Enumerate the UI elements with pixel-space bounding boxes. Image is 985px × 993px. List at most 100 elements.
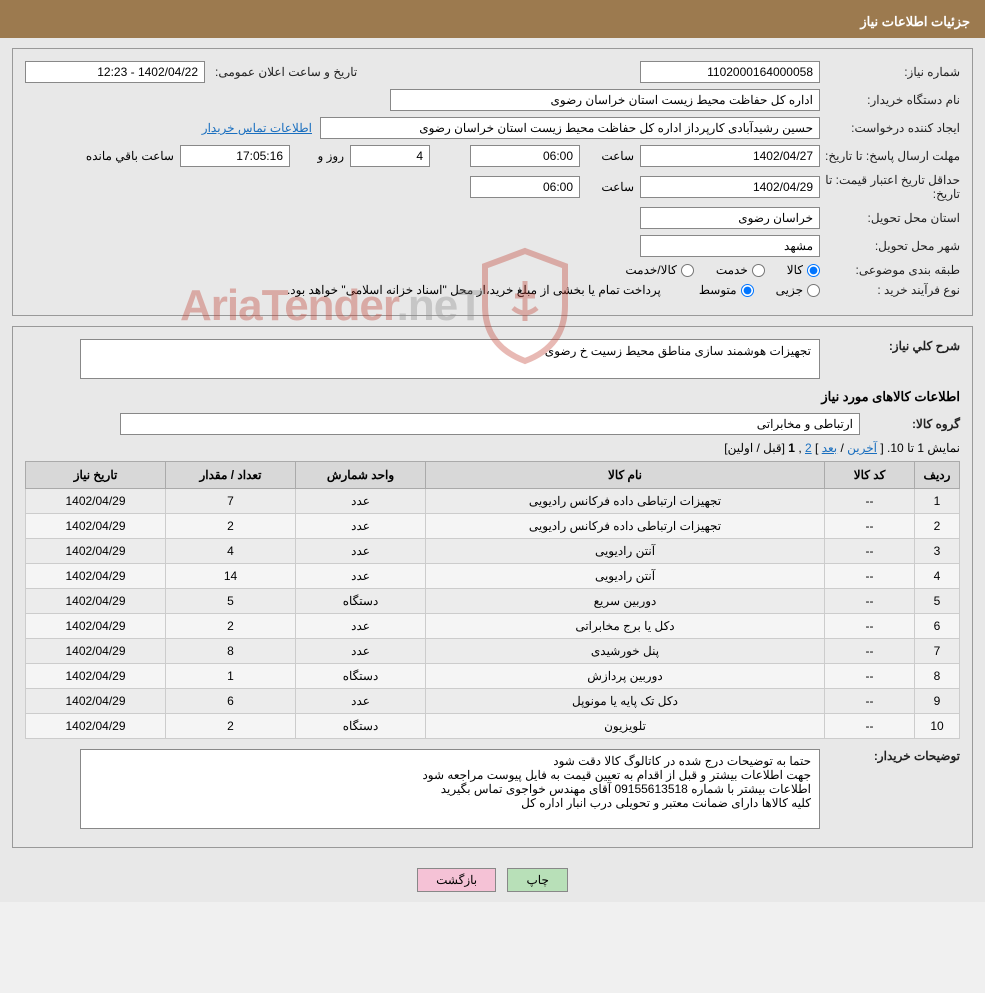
need-no-label: شماره نیاز:	[820, 65, 960, 79]
cell-name: آنتن رادیویی	[426, 539, 825, 564]
cell-idx: 1	[915, 489, 960, 514]
deadline-date-field: 1402/04/27	[640, 145, 820, 167]
group-field: ارتباطی و مخابراتی	[120, 413, 860, 435]
cell-date: 1402/04/29	[26, 539, 166, 564]
cell-qty: 8	[166, 639, 296, 664]
button-bar: چاپ بازگشت	[0, 858, 985, 902]
radio-medium-label: متوسط	[699, 283, 737, 297]
table-row: 5--دوربین سریعدستگاه51402/04/29	[26, 589, 960, 614]
pager: نمایش 1 تا 10. [ آخرین / بعد ] 2 , 1 [قب…	[25, 441, 960, 455]
cell-unit: عدد	[296, 489, 426, 514]
buyer-notes-textarea: حتما به توضیحات درج شده در کاتالوگ کالا …	[80, 749, 820, 829]
radio-both-label: کالا/خدمت	[625, 263, 676, 277]
validity-label: حداقل تاریخ اعتبار قیمت: تا تاریخ:	[820, 173, 960, 201]
pager-next[interactable]: بعد	[822, 441, 837, 455]
cell-date: 1402/04/29	[26, 514, 166, 539]
radio-goods[interactable]	[807, 264, 820, 277]
time-label-1: ساعت	[580, 149, 640, 163]
cell-code: --	[825, 639, 915, 664]
cell-unit: دستگاه	[296, 664, 426, 689]
cell-code: --	[825, 664, 915, 689]
cell-code: --	[825, 539, 915, 564]
table-row: 1--تجهیزات ارتباطی داده فرکانس رادیوییعد…	[26, 489, 960, 514]
page: AriaTender.neT جزئیات اطلاعات نیاز شماره…	[0, 0, 985, 902]
radio-both[interactable]	[681, 264, 694, 277]
cell-code: --	[825, 714, 915, 739]
city-field: مشهد	[640, 235, 820, 257]
cell-qty: 2	[166, 514, 296, 539]
province-field: خراسان رضوی	[640, 207, 820, 229]
group-label: گروه کالا:	[860, 417, 960, 431]
cell-date: 1402/04/29	[26, 489, 166, 514]
radio-partial-label: جزیی	[776, 283, 803, 297]
requester-label: ایجاد کننده درخواست:	[820, 121, 960, 135]
cell-date: 1402/04/29	[26, 564, 166, 589]
cell-idx: 6	[915, 614, 960, 639]
cell-code: --	[825, 564, 915, 589]
table-row: 10--تلویزیوندستگاه21402/04/29	[26, 714, 960, 739]
buyer-field: اداره کل حفاظت محیط زیست استان خراسان رض…	[390, 89, 820, 111]
desc-textarea: تجهیزات هوشمند سازی مناطق محیط زسیت خ رض…	[80, 339, 820, 379]
cell-name: دکل تک پایه یا مونوپل	[426, 689, 825, 714]
radio-service-label: خدمت	[716, 263, 748, 277]
proc-note: پرداخت تمام یا بخشی از مبلغ خرید،از محل …	[287, 283, 681, 297]
category-label: طبقه بندی موضوعی:	[820, 263, 960, 277]
cell-date: 1402/04/29	[26, 664, 166, 689]
days-label: روز و	[290, 149, 350, 163]
cell-date: 1402/04/29	[26, 714, 166, 739]
pager-2[interactable]: 2	[805, 441, 812, 455]
buyer-contact-link[interactable]: اطلاعات تماس خریدار	[202, 121, 312, 135]
cell-idx: 7	[915, 639, 960, 664]
cell-unit: عدد	[296, 539, 426, 564]
cell-name: تلویزیون	[426, 714, 825, 739]
pager-last[interactable]: آخرین	[847, 441, 877, 455]
radio-service[interactable]	[752, 264, 765, 277]
cell-qty: 14	[166, 564, 296, 589]
table-row: 9--دکل تک پایه یا مونوپلعدد61402/04/29	[26, 689, 960, 714]
cell-unit: دستگاه	[296, 714, 426, 739]
cell-idx: 5	[915, 589, 960, 614]
cell-qty: 7	[166, 489, 296, 514]
print-button[interactable]: چاپ	[507, 868, 567, 892]
cell-name: پنل خورشیدی	[426, 639, 825, 664]
radio-medium[interactable]	[741, 284, 754, 297]
cell-unit: دستگاه	[296, 589, 426, 614]
requester-field: حسین رشیدآبادی کارپرداز اداره کل حفاظت م…	[320, 117, 820, 139]
province-label: استان محل تحویل:	[820, 211, 960, 225]
cell-idx: 4	[915, 564, 960, 589]
cell-date: 1402/04/29	[26, 689, 166, 714]
category-radio-group: کالا خدمت کالا/خدمت	[607, 263, 820, 277]
back-button[interactable]: بازگشت	[417, 868, 496, 892]
cell-unit: عدد	[296, 639, 426, 664]
cell-idx: 2	[915, 514, 960, 539]
cell-idx: 8	[915, 664, 960, 689]
table-row: 7--پنل خورشیدیعدد81402/04/29	[26, 639, 960, 664]
table-header-row: ردیف کد کالا نام کالا واحد شمارش تعداد /…	[26, 462, 960, 489]
cell-name: تجهیزات ارتباطی داده فرکانس رادیویی	[426, 514, 825, 539]
cell-idx: 10	[915, 714, 960, 739]
cell-code: --	[825, 489, 915, 514]
cell-qty: 1	[166, 664, 296, 689]
buyer-notes-label: توضیحات خریدار:	[820, 749, 960, 763]
pub-date-label: تاریخ و ساعت اعلان عمومی:	[211, 65, 357, 79]
cell-idx: 9	[915, 689, 960, 714]
countdown-field: 17:05:16	[180, 145, 290, 167]
cell-unit: عدد	[296, 514, 426, 539]
cell-name: دوربین سریع	[426, 589, 825, 614]
col-date: تاریخ نیاز	[26, 462, 166, 489]
table-row: 8--دوربین پردازشدستگاه11402/04/29	[26, 664, 960, 689]
proc-type-radio-group: جزیی متوسط	[681, 283, 820, 297]
proc-type-label: نوع فرآیند خرید :	[820, 283, 960, 297]
buyer-label: نام دستگاه خریدار:	[820, 93, 960, 107]
cell-qty: 2	[166, 714, 296, 739]
col-idx: ردیف	[915, 462, 960, 489]
col-name: نام کالا	[426, 462, 825, 489]
radio-partial[interactable]	[807, 284, 820, 297]
desc-panel: شرح کلي نیاز: تجهیزات هوشمند سازی مناطق …	[12, 326, 973, 848]
col-unit: واحد شمارش	[296, 462, 426, 489]
col-code: کد کالا	[825, 462, 915, 489]
deadline-label: مهلت ارسال پاسخ: تا تاریخ:	[820, 149, 960, 163]
pager-first: اولین	[728, 441, 754, 455]
desc-label: شرح کلي نیاز:	[820, 339, 960, 353]
cell-qty: 6	[166, 689, 296, 714]
